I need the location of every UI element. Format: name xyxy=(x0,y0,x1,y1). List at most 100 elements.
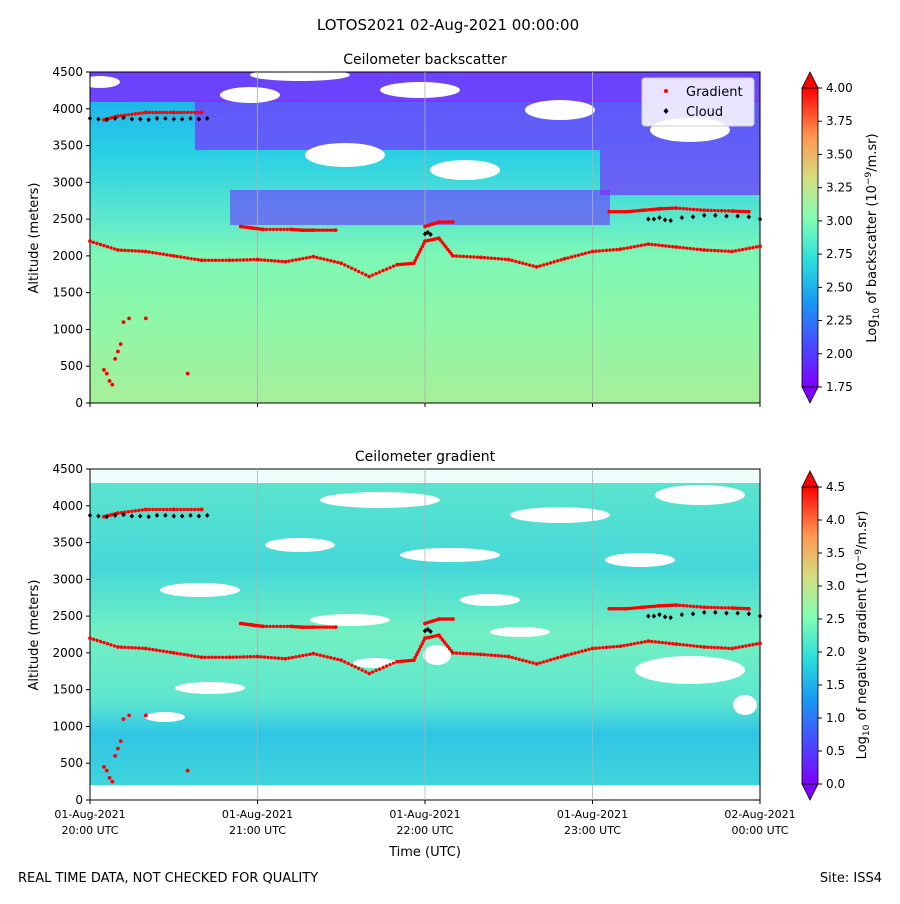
gradient-point xyxy=(137,508,141,513)
gradient-point xyxy=(517,657,521,662)
cloud-point xyxy=(96,116,101,122)
gradient-point xyxy=(269,258,274,263)
gradient-point xyxy=(217,258,221,263)
gradient-point xyxy=(671,244,675,249)
gradient-point xyxy=(541,660,546,664)
gradient-point xyxy=(719,249,724,253)
cloud-point xyxy=(690,214,696,220)
gradient-point xyxy=(454,651,459,655)
gradient-point xyxy=(137,249,141,253)
cloud-point xyxy=(87,115,93,121)
gradient-point xyxy=(370,273,375,277)
gradient-point xyxy=(325,655,329,659)
gradient-point xyxy=(594,249,598,253)
gradient-point xyxy=(294,258,298,262)
gradient-point xyxy=(410,658,414,663)
gradient-point xyxy=(667,641,671,646)
gradient-point xyxy=(179,652,183,656)
gradient-point xyxy=(681,206,685,211)
gradient-point xyxy=(709,605,713,610)
gradient-point xyxy=(133,646,138,650)
gradient-point xyxy=(733,249,738,253)
gradient-point xyxy=(171,650,176,655)
gradient-point xyxy=(420,641,424,646)
gradient-point xyxy=(601,248,605,253)
gradient-point xyxy=(102,640,106,645)
gradient-point xyxy=(496,257,500,261)
gradient-point xyxy=(264,624,269,629)
gradient-point xyxy=(514,656,518,661)
x-tick-label-date: 01-Aug-2021 xyxy=(557,808,628,821)
gradient-point xyxy=(130,112,134,116)
gradient-point xyxy=(220,258,225,263)
gradient-point xyxy=(615,247,619,252)
gradient-point xyxy=(653,243,658,247)
gradient-point xyxy=(678,245,682,250)
ylabel-backscatter: Altitude (meters) xyxy=(27,183,42,294)
gradient-point xyxy=(719,646,724,650)
gradient-point xyxy=(716,646,720,650)
colorbar-tick-label: 0.5 xyxy=(826,744,845,758)
gradient-point xyxy=(185,768,190,773)
gradient-point xyxy=(625,246,630,250)
gradient-point xyxy=(737,248,741,252)
y-tick-label: 4500 xyxy=(52,462,83,476)
gradient-point xyxy=(716,208,720,213)
gradient-point xyxy=(113,753,118,758)
gradient-point xyxy=(458,651,462,655)
gradient-point xyxy=(638,605,643,610)
x-tick-label-date: 01-Aug-2021 xyxy=(389,808,460,821)
gradient-point xyxy=(189,110,193,115)
cloud-point xyxy=(196,116,202,122)
gradient-point xyxy=(417,647,422,651)
gradient-point xyxy=(709,248,713,253)
gradient-point xyxy=(269,655,274,660)
gradient-point xyxy=(186,653,190,657)
gradient-point xyxy=(678,603,682,608)
gradient-point xyxy=(723,209,727,213)
gradient-point xyxy=(143,249,148,254)
gradient-point xyxy=(353,665,357,669)
cloud-point xyxy=(679,215,685,221)
gradient-point xyxy=(339,658,344,663)
cloud-point xyxy=(154,115,160,121)
gradient-point xyxy=(325,228,329,232)
gradient-point xyxy=(496,654,500,658)
gradient-point xyxy=(639,243,644,248)
y-tick-label: 2000 xyxy=(52,249,83,263)
gradient-point xyxy=(161,110,165,115)
gradient-point xyxy=(545,659,549,663)
colorbar-tick-label: 2.25 xyxy=(826,314,853,328)
colorbar-tick-label: 1.5 xyxy=(826,678,845,692)
gradient-point xyxy=(154,110,159,115)
gradient-point xyxy=(175,507,179,512)
gradient-point xyxy=(304,256,309,260)
gradient-point xyxy=(109,643,113,647)
gradient-point xyxy=(143,507,148,512)
gradient-point xyxy=(109,246,113,250)
gradient-point xyxy=(384,664,389,668)
cloud-point xyxy=(171,116,176,122)
gradient-point xyxy=(674,642,679,646)
cloud-point xyxy=(179,116,185,122)
cloud-point xyxy=(646,216,651,222)
gradient-point xyxy=(695,208,699,212)
cloud-point xyxy=(425,626,430,632)
gradient-point xyxy=(698,208,703,212)
gradient-point xyxy=(186,110,190,115)
gradient-point xyxy=(524,262,528,266)
gradient-point xyxy=(266,655,270,660)
gradient-point xyxy=(331,228,335,232)
y-tick-label: 2500 xyxy=(52,609,83,623)
cloud-point xyxy=(713,212,718,218)
gradient-point xyxy=(597,249,602,253)
gradient-point xyxy=(278,227,283,232)
colorbar-tick-label: 3.00 xyxy=(826,214,853,228)
gradient-point xyxy=(712,605,717,610)
gradient-point xyxy=(421,242,426,246)
cloud-point xyxy=(662,217,668,223)
gradient-point xyxy=(524,659,528,663)
gradient-point xyxy=(475,255,480,259)
gradient-point xyxy=(234,258,239,262)
cloud-point xyxy=(428,629,433,635)
